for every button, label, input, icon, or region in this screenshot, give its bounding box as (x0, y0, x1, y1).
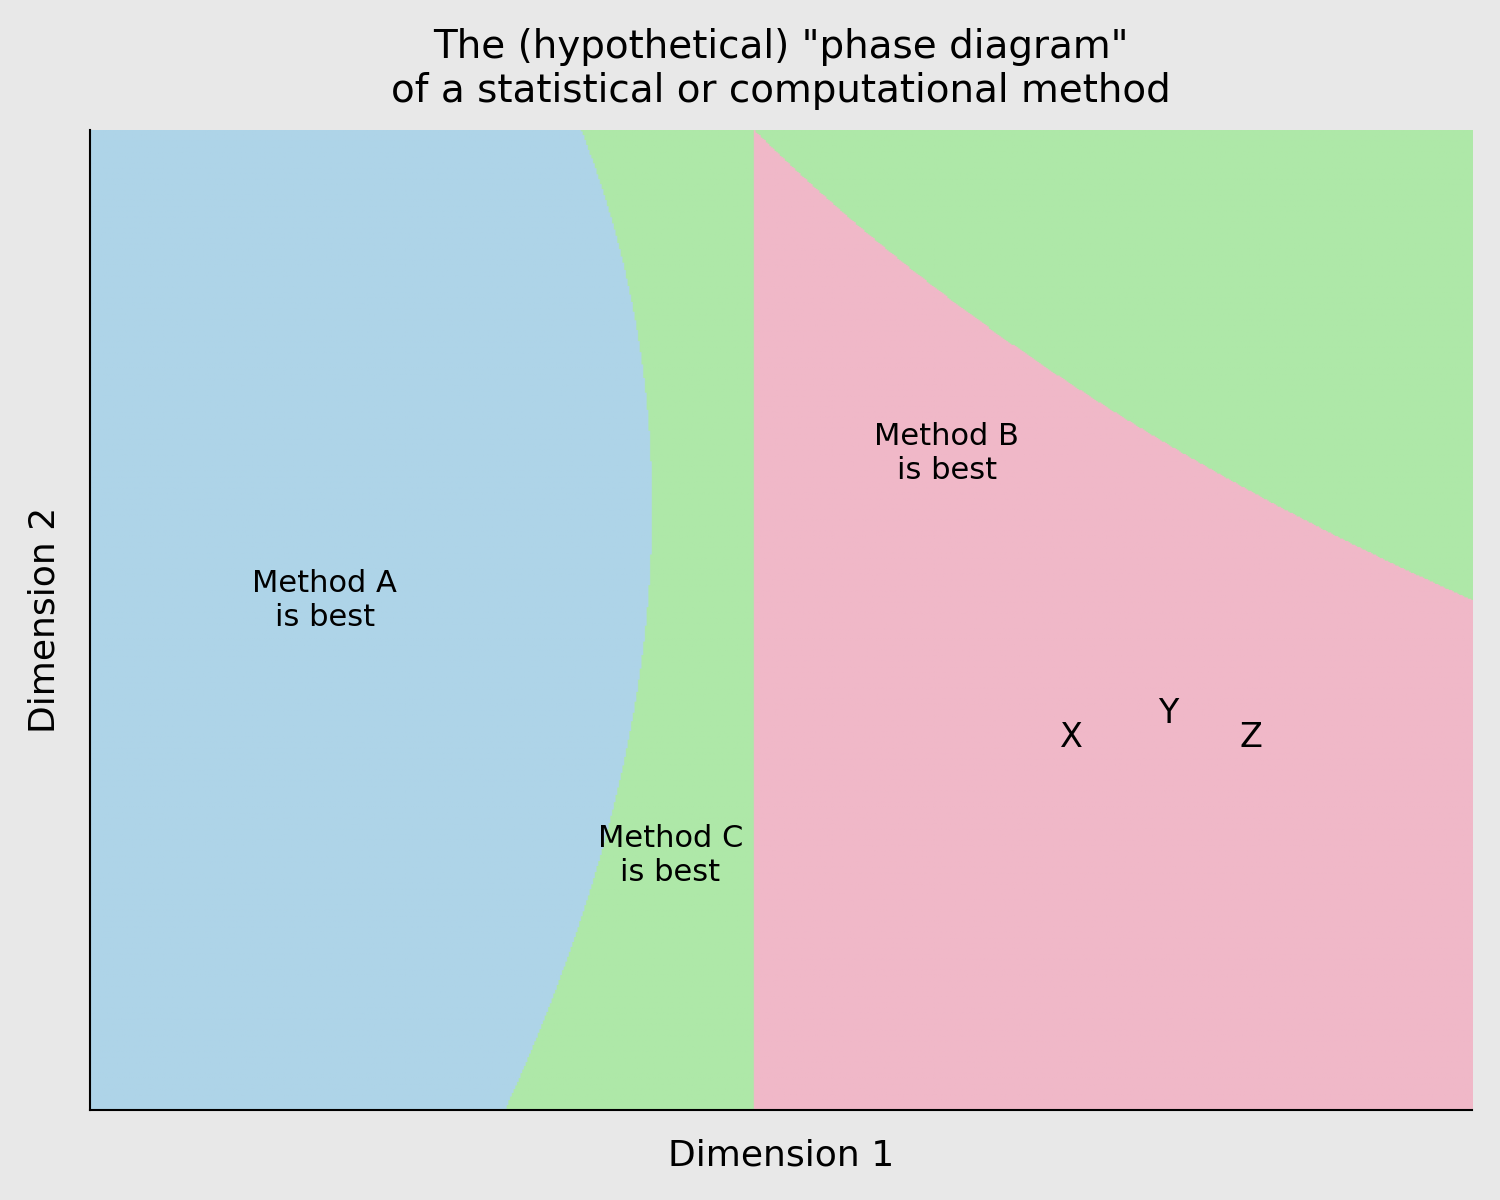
Text: Z: Z (1239, 721, 1263, 755)
Title: The (hypothetical) "phase diagram"
of a statistical or computational method: The (hypothetical) "phase diagram" of a … (392, 28, 1172, 109)
Text: Method B
is best: Method B is best (874, 422, 1019, 485)
Text: Method C
is best: Method C is best (597, 824, 742, 887)
Text: X: X (1060, 721, 1083, 755)
Text: Method A
is best: Method A is best (252, 569, 398, 631)
Y-axis label: Dimension 2: Dimension 2 (28, 506, 62, 733)
X-axis label: Dimension 1: Dimension 1 (668, 1139, 894, 1172)
Text: Y: Y (1158, 697, 1178, 730)
